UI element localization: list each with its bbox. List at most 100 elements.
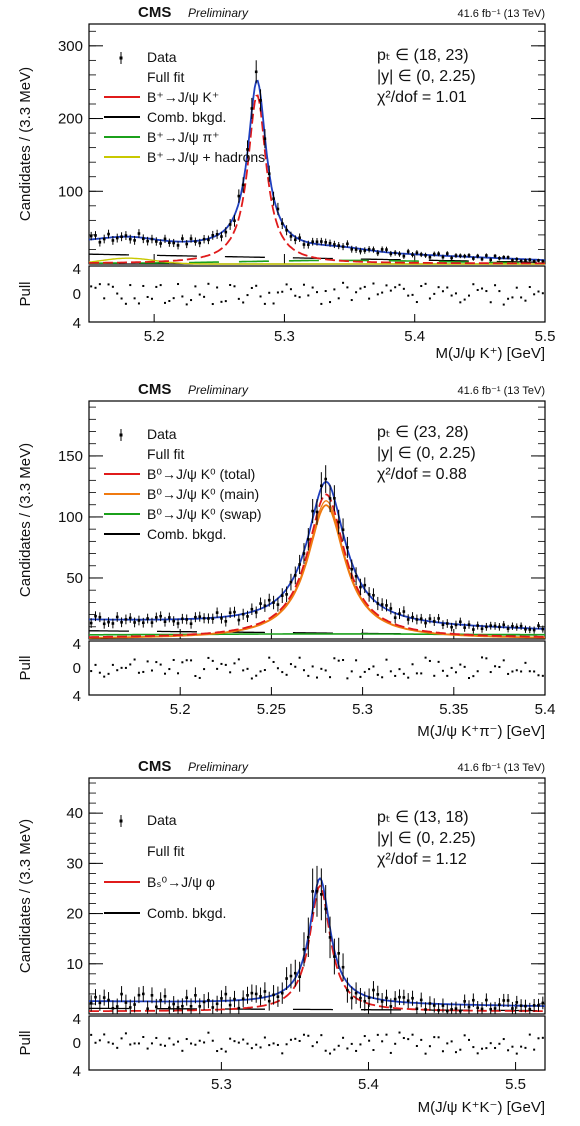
pull-point	[150, 297, 153, 300]
data-point	[389, 252, 393, 256]
x-tick-label: 5.4	[358, 1076, 379, 1093]
data-point	[250, 991, 254, 995]
data-point	[359, 249, 362, 253]
data-point	[176, 244, 180, 247]
data-point	[493, 254, 497, 258]
data-point	[107, 998, 110, 1002]
data-point	[146, 1007, 149, 1011]
y-axis-label: Candidates / (3.3 MeV)	[17, 819, 34, 973]
pull-point	[124, 302, 127, 305]
pull-point	[320, 302, 323, 305]
pull-point	[515, 669, 518, 672]
data-point	[198, 615, 202, 618]
pull-point	[289, 663, 292, 666]
pull-point	[220, 300, 223, 303]
data-point	[437, 252, 440, 256]
pull-point	[216, 286, 219, 289]
data-point	[350, 996, 354, 1000]
pull-point	[489, 671, 492, 674]
pull-point	[250, 1047, 253, 1050]
pull-point	[333, 288, 336, 291]
pull-point	[476, 288, 479, 291]
data-point	[415, 1007, 419, 1010]
pull-point	[394, 286, 397, 289]
data-point	[280, 594, 284, 597]
legend-data-marker-point	[119, 819, 123, 823]
data-point	[437, 617, 440, 620]
data-point	[311, 890, 314, 893]
pull-point	[316, 1041, 318, 1044]
pull-point	[285, 1043, 288, 1046]
pull-point	[398, 668, 401, 671]
pull-point	[90, 1033, 93, 1036]
cms-label: CMS	[138, 381, 171, 398]
data-point	[215, 1002, 219, 1006]
lumi-label: 41.6 fb⁻¹ (13 TeV)	[457, 8, 545, 20]
x-axis-label: M(J/ψ K⁺) [GeV]	[436, 345, 545, 362]
data-point	[276, 207, 280, 211]
data-point	[98, 240, 102, 244]
pull-point	[268, 1044, 271, 1047]
pull-point	[454, 1051, 457, 1054]
pull-point	[159, 663, 162, 666]
data-point	[228, 1003, 232, 1007]
data-point	[385, 248, 388, 251]
data-point	[159, 998, 162, 1002]
pull-point	[428, 297, 431, 300]
data-point	[463, 254, 466, 258]
data-point	[419, 998, 423, 1002]
data-point	[89, 1002, 93, 1005]
data-point	[102, 622, 106, 626]
pull-point	[133, 658, 136, 661]
data-point	[176, 1006, 180, 1009]
data-point	[289, 235, 293, 238]
data-point	[233, 610, 236, 614]
data-point	[428, 617, 432, 620]
data-point	[328, 241, 332, 245]
data-point	[528, 628, 532, 631]
data-point	[480, 627, 484, 631]
data-point	[202, 616, 206, 620]
legend: Data Full fit B⁺→J/ψ K⁺ Comb. bkgd. B⁺→J/ψ π…	[104, 49, 265, 165]
data-point	[155, 240, 158, 243]
pull-point	[198, 1039, 201, 1042]
pull-point	[172, 658, 175, 661]
data-point	[532, 628, 536, 632]
data-point	[498, 1003, 501, 1006]
pull-point	[511, 670, 514, 673]
data-point	[333, 955, 336, 958]
pull-point	[94, 1041, 97, 1044]
data-point	[246, 148, 249, 151]
data-point	[102, 996, 106, 999]
data-point	[133, 621, 136, 624]
data-point	[415, 618, 419, 621]
data-point	[124, 618, 128, 621]
data-point	[402, 254, 406, 258]
pull-point	[263, 669, 266, 672]
pull-point	[446, 1042, 449, 1045]
data-point	[246, 615, 249, 618]
pull-point	[524, 299, 527, 302]
x-axis-label: M(J/ψ K⁺K⁻) [GeV]	[418, 1099, 545, 1116]
pull-point	[494, 284, 497, 287]
legend-label: Comb. bkgd.	[147, 905, 226, 921]
full-fit-curve	[88, 79, 545, 261]
data-point	[467, 254, 471, 257]
data-point	[267, 999, 271, 1003]
pull-point	[329, 676, 332, 679]
data-point	[185, 996, 189, 999]
data-point	[163, 995, 167, 998]
data-point	[189, 1004, 193, 1008]
pull-point	[541, 674, 544, 677]
data-point	[406, 999, 410, 1002]
pull-point	[216, 667, 219, 670]
data-point	[307, 243, 310, 246]
pull-point	[94, 663, 97, 666]
pull-point	[385, 658, 388, 661]
data-point	[372, 248, 375, 251]
data-point	[398, 612, 401, 615]
pull-point	[268, 656, 271, 659]
x-tick-label: 5.2	[170, 701, 191, 718]
pull-point	[454, 671, 457, 674]
data-point	[115, 615, 119, 619]
